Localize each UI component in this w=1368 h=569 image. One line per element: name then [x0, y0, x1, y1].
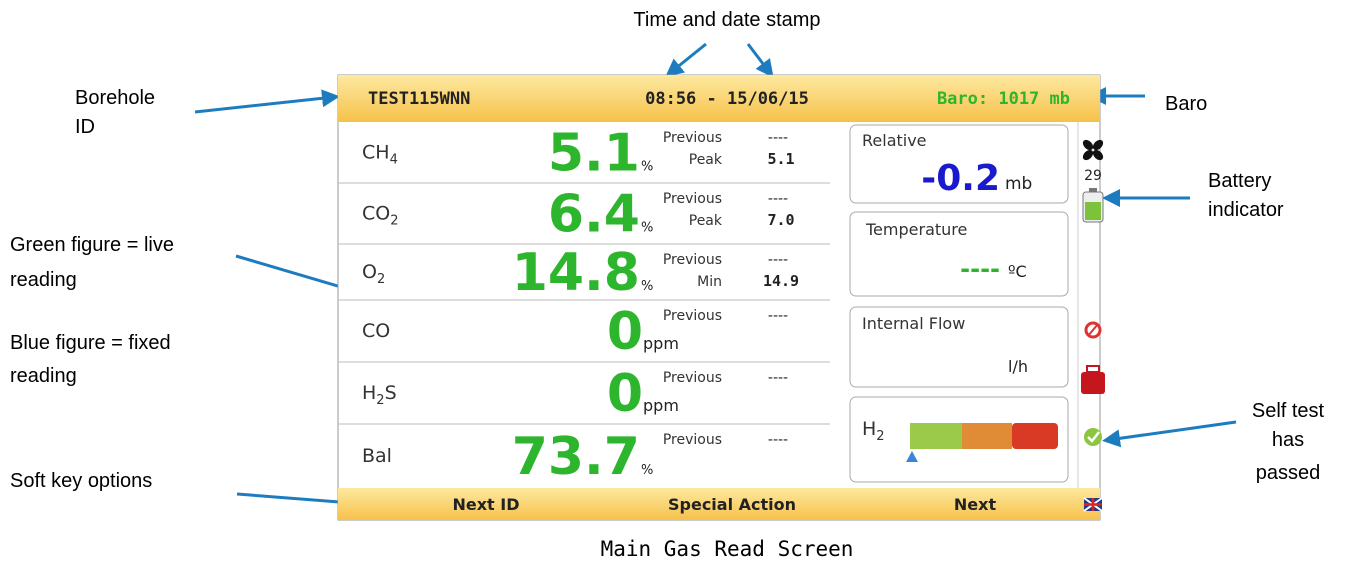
gas-name-tail: S	[385, 382, 397, 404]
soft-key[interactable]: Next	[954, 495, 997, 514]
gas-name-base: O	[362, 261, 377, 283]
annotation: has	[1272, 429, 1304, 451]
temperature-value: ----	[960, 255, 1000, 283]
reference-value: ----	[768, 252, 788, 268]
annotated-screen: Time and date stamp Borehole ID Baro Bat…	[0, 0, 1368, 569]
gas-name-sub: 2	[390, 214, 398, 229]
annotation: Soft key options	[10, 470, 152, 492]
reference-label: Previous	[663, 370, 722, 386]
reference-value: ----	[768, 370, 788, 386]
soft-key[interactable]: Special Action	[668, 495, 796, 514]
gas-unit: %	[641, 160, 653, 175]
reference-label: Previous	[663, 252, 722, 268]
annotation: passed	[1256, 462, 1321, 484]
arrow	[748, 44, 770, 73]
caption: Main Gas Read Screen	[601, 537, 854, 561]
gas-unit: ppm	[643, 396, 679, 415]
soft-key[interactable]: Next ID	[452, 495, 519, 514]
annotation: reading	[10, 365, 77, 387]
panel-label: Internal Flow	[862, 314, 965, 333]
reference-label: Previous	[663, 308, 722, 324]
device-screen: TEST115WNN 08:56 - 15/06/15 Baro: 1017 m…	[338, 75, 1105, 520]
flow-unit: l/h	[1008, 357, 1028, 376]
h2-base: H	[862, 418, 876, 440]
baro-reading: Baro: 1017 mb	[937, 89, 1070, 109]
annotation: Borehole	[75, 87, 155, 109]
h2-sub: 2	[876, 429, 884, 444]
reference-label: Peak	[689, 152, 723, 168]
gas-name-sub: 4	[390, 153, 398, 168]
reference-value: ----	[768, 308, 788, 324]
gas-unit: ppm	[643, 334, 679, 353]
battery-icon	[1089, 188, 1097, 192]
reference-value: 7.0	[767, 211, 794, 229]
gas-name-sub: 2	[377, 272, 385, 287]
reference-label: Previous	[663, 130, 722, 146]
annotation: Time and date stamp	[633, 9, 820, 31]
arrow	[1108, 422, 1236, 440]
gas-name-base: CH	[362, 142, 390, 164]
panel-label: Temperature	[865, 220, 967, 239]
toolbox-icon	[1081, 372, 1105, 394]
fan-speed: 29	[1084, 168, 1102, 184]
annotation: ID	[75, 116, 95, 138]
gas-value: 0	[607, 364, 643, 424]
annotation: Battery	[1208, 170, 1271, 192]
reference-value: ----	[768, 432, 788, 448]
reference-value: ----	[768, 191, 788, 207]
annotation: reading	[10, 269, 77, 291]
reference-value: ----	[768, 130, 788, 146]
gas-name-base: H	[362, 382, 376, 404]
self-test-icon	[1084, 428, 1102, 446]
annotation: Baro	[1165, 93, 1207, 115]
gas-name: CO	[362, 320, 390, 342]
gas-name-sub: 2	[376, 393, 384, 408]
arrow	[195, 97, 334, 112]
gas-value: 5.1	[548, 124, 640, 184]
h2-scale	[910, 423, 962, 449]
gas-name-base: CO	[362, 203, 390, 225]
annotation: Blue figure = fixed	[10, 332, 171, 354]
gas-name-base: Bal	[362, 445, 392, 467]
reference-value: 14.9	[763, 272, 799, 290]
reference-value: 5.1	[767, 150, 794, 168]
arrow	[670, 44, 706, 73]
reference-label: Previous	[663, 432, 722, 448]
gas-unit: %	[641, 221, 653, 236]
reference-label: Previous	[663, 191, 722, 207]
h2-scale	[1012, 423, 1058, 449]
h2-scale	[962, 423, 1012, 449]
relative-value: -0.2	[921, 158, 1000, 199]
annotation: indicator	[1208, 199, 1284, 221]
borehole-id: TEST115WNN	[368, 89, 470, 109]
gas-value: 0	[607, 302, 643, 362]
reference-label: Peak	[689, 213, 723, 229]
relative-unit: mb	[1005, 174, 1032, 194]
annotation: Self test	[1252, 400, 1325, 422]
gas-value: 6.4	[548, 185, 640, 245]
gas-unit: %	[641, 463, 653, 478]
gas-name-base: CO	[362, 320, 390, 342]
panel-label: Relative	[862, 131, 927, 150]
gas-value: 73.7	[512, 427, 640, 487]
temperature-unit: ºC	[1008, 262, 1027, 281]
gas-name: Bal	[362, 445, 392, 467]
gas-value: 14.8	[512, 243, 640, 303]
time-date: 08:56 - 15/06/15	[645, 89, 809, 109]
annotation: Green figure = live	[10, 234, 174, 256]
gas-unit: %	[641, 279, 653, 294]
reference-label: Min	[697, 274, 722, 290]
battery-level	[1085, 202, 1101, 220]
